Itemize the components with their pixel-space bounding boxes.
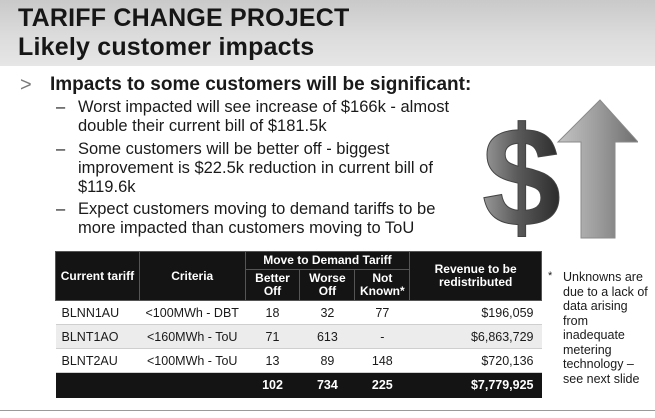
table-row: BLNT2AU <100MWh - ToU 13 89 148 $720,136 bbox=[55, 348, 542, 373]
dollar-up-arrow-icon: $ bbox=[482, 98, 638, 244]
header-move-to-demand: Move to Demand Tariff bbox=[244, 251, 411, 270]
header-criteria: Criteria bbox=[138, 251, 246, 301]
cell-criteria: <160MWh - ToU bbox=[139, 324, 246, 349]
chevron-right-icon: > bbox=[20, 74, 32, 96]
dash-icon: – bbox=[56, 98, 66, 116]
cell-total-blank bbox=[139, 372, 246, 398]
lead-statement: Impacts to some customers will be signif… bbox=[50, 74, 472, 95]
title-band: TARIFF CHANGE PROJECT Likely customer im… bbox=[0, 0, 655, 66]
cell-revenue: $6,863,729 bbox=[409, 324, 542, 349]
header-current-tariff: Current tariff bbox=[55, 251, 140, 301]
dash-icon: – bbox=[56, 140, 66, 158]
header-worse-off: Worse Off bbox=[299, 269, 356, 301]
header-not-known: Not Known* bbox=[354, 269, 411, 301]
cell-revenue: $196,059 bbox=[409, 300, 542, 325]
bullet-item: – Worst impacted will see increase of $1… bbox=[56, 98, 466, 136]
cell-better: 18 bbox=[245, 300, 300, 325]
cell-tariff: BLNT1AO bbox=[55, 324, 140, 349]
cell-total-worse: 734 bbox=[299, 372, 355, 398]
cell-worse: 89 bbox=[299, 348, 355, 373]
bullet-item: – Expect customers moving to demand tari… bbox=[56, 200, 466, 238]
cell-tariff: BLNN1AU bbox=[55, 300, 140, 325]
cell-unknown: 148 bbox=[354, 348, 410, 373]
dash-icon: – bbox=[56, 200, 66, 218]
dollar-sign-glyph: $ bbox=[482, 98, 561, 244]
cell-better: 71 bbox=[245, 324, 300, 349]
page-subtitle: Likely customer impacts bbox=[18, 33, 315, 61]
cell-criteria: <100MWh - ToU bbox=[139, 348, 246, 373]
cell-unknown: - bbox=[354, 324, 410, 349]
cell-total-better: 102 bbox=[245, 372, 300, 398]
cell-revenue: $720,136 bbox=[409, 348, 542, 373]
cell-better: 13 bbox=[245, 348, 300, 373]
page-title: TARIFF CHANGE PROJECT bbox=[18, 4, 350, 32]
table-total-row: 102 734 225 $7,779,925 bbox=[55, 372, 542, 398]
header-better-off: Better Off bbox=[244, 269, 301, 301]
cell-total-blank bbox=[55, 372, 140, 398]
footnote-marker: * bbox=[548, 270, 553, 282]
bullet-text: Expect customers moving to demand tariff… bbox=[78, 200, 436, 237]
up-arrow-shape bbox=[556, 99, 638, 239]
table-row: BLNN1AU <100MWh - DBT 18 32 77 $196,059 bbox=[55, 300, 542, 325]
tariff-impact-table: Current tariff Criteria Move to Demand T… bbox=[55, 251, 542, 398]
bullet-item: – Some customers will be better off - bi… bbox=[56, 140, 466, 197]
cell-unknown: 77 bbox=[354, 300, 410, 325]
footnote-text: Unknowns are due to a lack of data arisi… bbox=[563, 270, 648, 386]
cell-total-unknown: 225 bbox=[354, 372, 410, 398]
table-row: BLNT1AO <160MWh - ToU 71 613 - $6,863,72… bbox=[55, 324, 542, 349]
bullet-text: Worst impacted will see increase of $166… bbox=[78, 98, 450, 135]
header-revenue: Revenue to be redistributed bbox=[409, 251, 542, 301]
cell-total-revenue: $7,779,925 bbox=[409, 372, 542, 398]
cell-worse: 32 bbox=[299, 300, 355, 325]
cell-tariff: BLNT2AU bbox=[55, 348, 140, 373]
cell-criteria: <100MWh - DBT bbox=[139, 300, 246, 325]
bottom-divider bbox=[0, 410, 655, 411]
bullet-text: Some customers will be better off - bigg… bbox=[78, 140, 433, 196]
cell-worse: 613 bbox=[299, 324, 355, 349]
